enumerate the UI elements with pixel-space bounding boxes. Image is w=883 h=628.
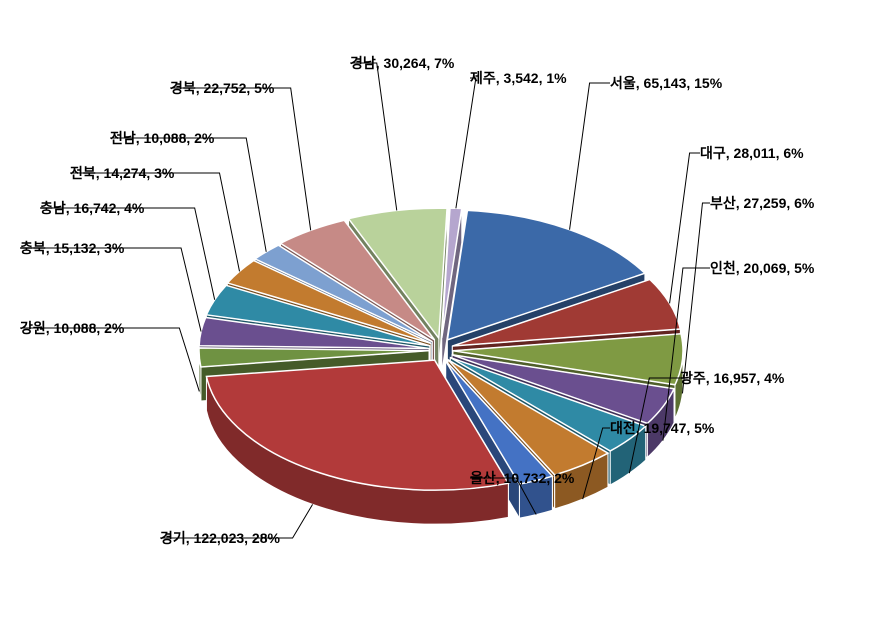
slice-label: 울산, 10,732, 2% — [470, 470, 574, 487]
slice-label: 제주, 3,542, 1% — [470, 70, 567, 87]
slice-label: 경남, 30,264, 7% — [350, 55, 454, 72]
slice-label: 대전, 19,747, 5% — [610, 420, 714, 437]
slice-label: 서울, 65,143, 15% — [610, 75, 722, 92]
slice-label: 전남, 10,088, 2% — [110, 130, 214, 147]
slice-label: 강원, 10,088, 2% — [20, 320, 124, 337]
slice-label: 경기, 122,023, 28% — [160, 530, 280, 547]
slice-label: 경북, 22,752, 5% — [170, 80, 274, 97]
slice-label: 부산, 27,259, 6% — [710, 195, 814, 212]
slice-label: 충북, 15,132, 3% — [20, 240, 124, 257]
slice-label: 인천, 20,069, 5% — [710, 260, 814, 277]
pie-chart — [0, 0, 883, 628]
slice-label: 전북, 14,274, 3% — [70, 165, 174, 182]
slice-label: 충남, 16,742, 4% — [40, 200, 144, 217]
slice-label: 대구, 28,011, 6% — [700, 145, 804, 162]
slice-label: 광주, 16,957, 4% — [680, 370, 784, 387]
